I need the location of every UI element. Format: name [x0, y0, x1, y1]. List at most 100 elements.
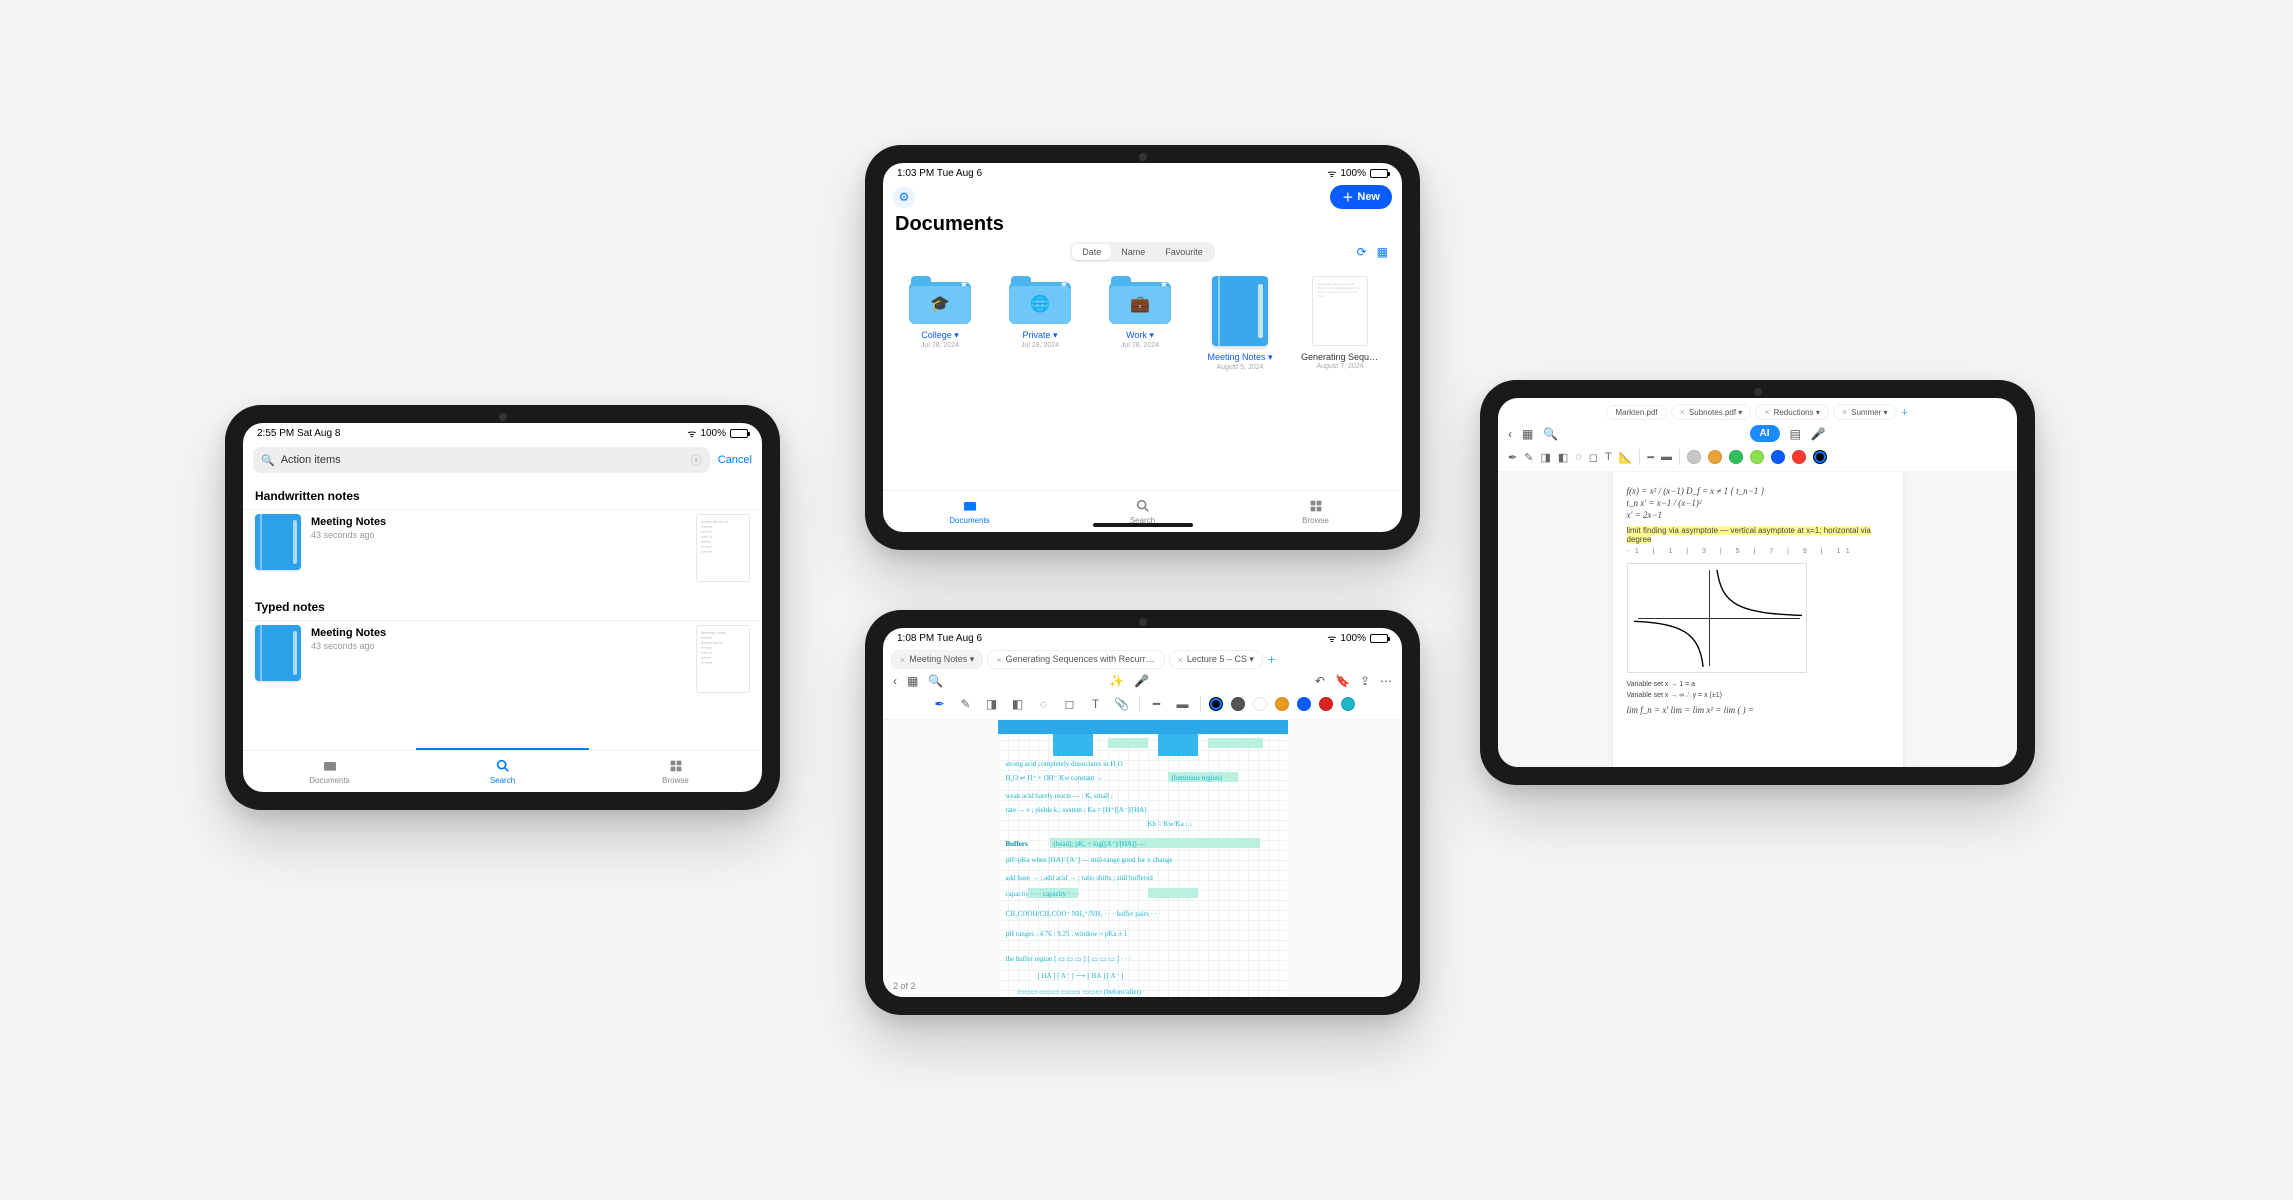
- color-swatch[interactable]: [1771, 450, 1785, 464]
- clock: 1:08 PM Tue Aug 6: [897, 633, 982, 644]
- close-icon[interactable]: ×: [900, 655, 905, 665]
- color-swatch[interactable]: [1792, 450, 1806, 464]
- note-canvas[interactable]: f(x) = x² / (x−1) D_f = x ≠ 1 { t_n−1 } …: [1498, 472, 2017, 767]
- thumbnails-icon[interactable]: ▦: [1522, 427, 1533, 441]
- color-swatch[interactable]: [1319, 697, 1333, 711]
- shape-tool-icon[interactable]: ◻: [1061, 695, 1079, 713]
- folder-item[interactable]: 🎓★ College ▾ Jul 28, 2024: [901, 276, 979, 371]
- pen-tool-icon[interactable]: ✒: [1508, 451, 1517, 464]
- tab-search[interactable]: Search: [416, 751, 589, 792]
- close-icon[interactable]: ×: [996, 655, 1001, 665]
- pencil-tool-icon[interactable]: ✎: [957, 695, 975, 713]
- note-canvas[interactable]: strong acid completely dissociates in H₂…: [883, 720, 1402, 997]
- shape-tool-icon[interactable]: ◻: [1589, 451, 1598, 464]
- clear-icon[interactable]: ⓧ: [691, 452, 702, 468]
- gear-icon: ⚙: [899, 190, 910, 204]
- doc-tab[interactable]: ×Meeting Notes ▾: [891, 650, 983, 669]
- color-swatch[interactable]: [1708, 450, 1722, 464]
- thumbnails-icon[interactable]: ▦: [907, 674, 918, 688]
- highlighter-tool-icon[interactable]: ◨: [1540, 451, 1550, 464]
- close-icon[interactable]: ×: [1842, 407, 1847, 417]
- settings-button[interactable]: ⚙: [893, 186, 915, 208]
- add-tab-button[interactable]: ＋: [1267, 653, 1276, 666]
- ruler-icon[interactable]: 📐: [1619, 451, 1633, 464]
- new-button[interactable]: ＋New: [1330, 185, 1392, 209]
- color-swatch[interactable]: [1729, 450, 1743, 464]
- folder-item[interactable]: 💼★ Work ▾ Jul 28, 2024: [1101, 276, 1179, 371]
- lasso-tool-icon[interactable]: ◌: [1575, 451, 1582, 463]
- doc-tab[interactable]: ×Reductions ▾: [1755, 404, 1829, 420]
- more-icon[interactable]: ⋯: [1380, 674, 1392, 688]
- folder-icon: 🎓★: [909, 276, 971, 324]
- search-result[interactable]: Meeting Notes 43 seconds ago Action item…: [243, 509, 762, 592]
- layers-icon[interactable]: ▤: [1790, 427, 1801, 441]
- search-icon[interactable]: 🔍: [1543, 427, 1558, 441]
- undo-icon[interactable]: ↶: [1315, 674, 1325, 688]
- close-icon[interactable]: ×: [1764, 407, 1769, 417]
- color-swatch[interactable]: [1297, 697, 1311, 711]
- search-result[interactable]: Meeting Notes 43 seconds ago Meeting not…: [243, 620, 762, 703]
- search-input[interactable]: 🔍 Action items ⓧ: [253, 447, 710, 473]
- color-swatch[interactable]: [1750, 450, 1764, 464]
- folder-item[interactable]: 🌐★ Private ▾ Jul 28, 2024: [1001, 276, 1079, 371]
- color-swatch[interactable]: [1687, 450, 1701, 464]
- battery-text: 100%: [1340, 168, 1366, 179]
- sort-name[interactable]: Name: [1111, 244, 1155, 260]
- color-swatch[interactable]: [1209, 697, 1223, 711]
- tab-documents[interactable]: Documents: [243, 751, 416, 792]
- stroke-width-icon[interactable]: ▬: [1661, 451, 1672, 463]
- tab-documents[interactable]: Documents: [883, 491, 1056, 532]
- eraser-tool-icon[interactable]: ◧: [1009, 695, 1027, 713]
- stroke-width-icon[interactable]: ━: [1647, 451, 1654, 464]
- close-icon[interactable]: ×: [1178, 655, 1183, 665]
- ai-icon[interactable]: ✨: [1109, 674, 1124, 688]
- highlighter-tool-icon[interactable]: ◨: [983, 695, 1001, 713]
- notebook-item[interactable]: Meeting Notes ▾ August 5, 2024: [1201, 276, 1279, 371]
- sync-icon[interactable]: ⟳: [1357, 245, 1367, 259]
- tab-browse[interactable]: Browse: [589, 751, 762, 792]
- stroke-width-icon[interactable]: ━: [1148, 695, 1166, 713]
- tab-browse[interactable]: Browse: [1229, 491, 1402, 532]
- attachment-icon[interactable]: 📎: [1113, 695, 1131, 713]
- clock: 2:55 PM Sat Aug 8: [257, 428, 340, 439]
- color-swatch[interactable]: [1253, 697, 1267, 711]
- stroke-width-icon[interactable]: ▬: [1174, 695, 1192, 713]
- doc-tab[interactable]: ×Lecture 5 – CS ▾: [1169, 650, 1263, 669]
- doc-tab[interactable]: Markten.pdf: [1606, 405, 1666, 420]
- doc-tab[interactable]: ×Generating Sequences with Recurrent N… …: [987, 650, 1164, 669]
- battery-icon: [730, 429, 748, 438]
- page-title: Documents: [883, 211, 1402, 242]
- doc-tab[interactable]: ×Summer ▾: [1833, 404, 1897, 420]
- bookmark-icon[interactable]: 🔖: [1335, 674, 1350, 688]
- grid-view-icon[interactable]: ▦: [1377, 245, 1388, 259]
- color-swatch[interactable]: [1231, 697, 1245, 711]
- ai-button[interactable]: AI: [1750, 425, 1780, 442]
- back-button[interactable]: ‹: [893, 674, 897, 688]
- color-swatch[interactable]: [1341, 697, 1355, 711]
- close-icon[interactable]: ×: [1680, 407, 1685, 417]
- lasso-tool-icon[interactable]: ◌: [1035, 695, 1053, 713]
- eraser-tool-icon[interactable]: ◧: [1558, 451, 1568, 464]
- document-item[interactable]: Generating Sequences with Recurrent Neur…: [1301, 276, 1379, 371]
- pencil-tool-icon[interactable]: ✎: [1524, 451, 1533, 464]
- sort-favourite[interactable]: Favourite: [1155, 244, 1213, 260]
- add-tab-button[interactable]: ＋: [1901, 407, 1909, 418]
- sort-date[interactable]: Date: [1072, 244, 1111, 260]
- back-button[interactable]: ‹: [1508, 427, 1512, 441]
- search-icon[interactable]: 🔍: [928, 674, 943, 688]
- text-tool-icon[interactable]: T: [1087, 695, 1105, 713]
- share-icon[interactable]: ⇪: [1360, 674, 1370, 688]
- doc-tab[interactable]: ×Subnotes.pdf ▾: [1671, 404, 1752, 420]
- text-tool-icon[interactable]: T: [1605, 451, 1612, 463]
- cancel-button[interactable]: Cancel: [718, 454, 752, 466]
- color-swatch[interactable]: [1813, 450, 1827, 464]
- sort-segmented[interactable]: Date Name Favourite: [1070, 242, 1215, 262]
- pen-tool-icon[interactable]: ✒: [931, 695, 949, 713]
- search-icon: [1135, 498, 1151, 514]
- page-preview: Meeting notes▪▪▪▪▪▪▪▪Action items▪▪▪ ▪▪▪…: [696, 625, 750, 693]
- mic-icon[interactable]: 🎤: [1134, 674, 1149, 688]
- mic-icon[interactable]: 🎤: [1811, 427, 1826, 441]
- color-swatch[interactable]: [1275, 697, 1289, 711]
- battery-text: 100%: [700, 428, 726, 439]
- folder-icon: [962, 498, 978, 514]
